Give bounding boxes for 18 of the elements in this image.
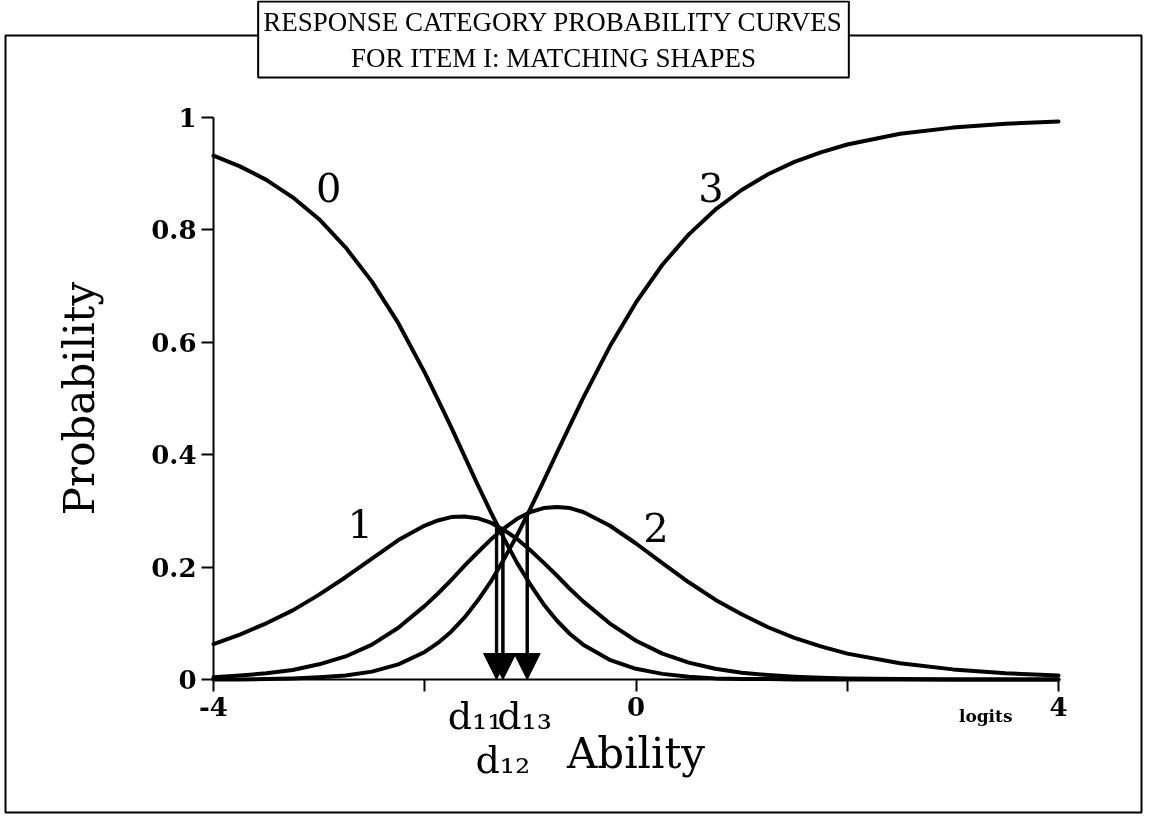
series-label: 0 [315,165,342,212]
y-tick-label: 1 [178,103,197,133]
y-tick-label: 0 [178,665,197,695]
ref-line-label: d₁₂ [475,737,531,782]
series-label: 2 [643,505,669,552]
y-tick-label: 0.2 [151,552,197,583]
y-tick-label: 0.6 [151,327,197,358]
series-label: 1 [347,501,374,548]
x-tick-label: 0 [626,691,646,722]
series-label: 3 [698,165,724,212]
x-tick-label: -4 [199,691,228,722]
chart-title: RESPONSE CATEGORY PROBABILITY CURVES FOR ITEM I: MATCHING SHAPES [263,6,842,73]
x-axis-title: Ability [565,728,706,778]
x-tick-label: 4 [1049,691,1068,722]
y-tick-label: 0.4 [151,440,197,471]
text: logits [958,705,1013,726]
y-axis-title: Probability [55,281,105,516]
y-tick-label: 0.8 [151,215,197,246]
